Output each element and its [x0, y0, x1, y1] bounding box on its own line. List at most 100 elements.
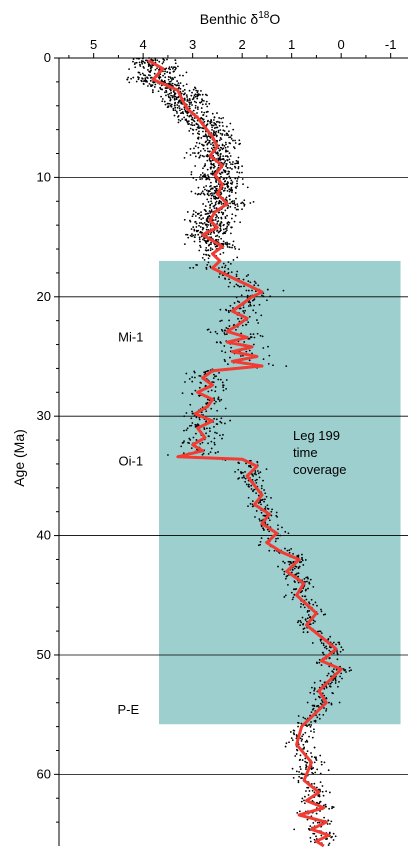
data-point — [209, 166, 212, 169]
data-point — [308, 582, 311, 585]
data-point — [209, 192, 212, 195]
data-point — [248, 349, 251, 352]
data-point — [300, 800, 303, 803]
data-point — [201, 127, 203, 129]
data-point — [205, 100, 208, 103]
data-point — [260, 314, 263, 317]
data-point — [305, 764, 308, 766]
data-point — [206, 198, 209, 201]
data-point — [245, 289, 248, 292]
data-point — [233, 246, 236, 248]
data-point — [196, 106, 199, 109]
data-point — [207, 176, 210, 179]
data-point — [229, 142, 232, 145]
data-point — [179, 109, 181, 112]
data-point — [217, 267, 220, 269]
data-point — [313, 782, 316, 785]
data-point — [191, 410, 194, 413]
data-point — [245, 350, 248, 353]
x-tick-label: 5 — [90, 37, 97, 52]
data-point — [199, 246, 202, 249]
data-point — [228, 190, 231, 193]
data-point — [204, 141, 207, 144]
data-point — [197, 125, 200, 127]
data-point — [339, 675, 341, 678]
data-point — [232, 161, 234, 163]
data-point — [226, 245, 229, 248]
data-point — [190, 447, 193, 450]
data-point — [241, 208, 243, 211]
data-point — [265, 468, 268, 471]
data-point — [327, 819, 330, 822]
data-point — [314, 771, 317, 774]
data-point — [185, 94, 188, 97]
data-point — [215, 120, 218, 123]
data-point — [240, 202, 243, 205]
data-point — [194, 432, 197, 435]
data-point — [166, 71, 169, 73]
data-point — [248, 359, 251, 362]
data-point — [315, 759, 318, 762]
data-point — [235, 208, 238, 211]
data-point — [262, 358, 265, 361]
data-point — [268, 549, 271, 552]
data-point — [220, 217, 223, 220]
data-point — [194, 165, 197, 167]
data-point — [297, 715, 300, 717]
data-point — [311, 736, 314, 739]
data-point — [146, 76, 148, 79]
data-point — [262, 514, 265, 517]
data-point — [206, 143, 209, 146]
data-point — [318, 713, 321, 716]
data-point — [203, 193, 206, 196]
data-point — [210, 209, 213, 211]
data-point — [149, 79, 152, 82]
data-point — [219, 378, 222, 381]
data-point — [334, 679, 337, 682]
data-point — [303, 627, 306, 630]
data-point — [222, 232, 224, 235]
data-point — [297, 779, 300, 782]
y-tick-label: 40 — [37, 528, 51, 543]
data-point — [180, 445, 183, 448]
data-point — [177, 101, 180, 104]
data-point — [206, 239, 209, 242]
data-point — [298, 775, 301, 778]
data-point — [198, 130, 200, 133]
data-point — [205, 178, 208, 181]
data-point — [194, 234, 197, 236]
data-point — [312, 822, 315, 824]
data-point — [241, 476, 244, 479]
data-point — [292, 552, 294, 555]
data-point — [164, 87, 167, 89]
data-point — [336, 650, 338, 653]
data-point — [198, 374, 201, 377]
data-point — [319, 702, 322, 705]
data-point — [293, 593, 296, 596]
data-point — [310, 730, 312, 733]
data-point — [221, 121, 224, 124]
data-point — [310, 686, 313, 689]
data-point — [242, 475, 245, 477]
data-point — [187, 236, 190, 239]
data-point — [204, 163, 207, 165]
data-point — [295, 587, 298, 590]
data-point — [195, 141, 198, 144]
data-point — [229, 304, 232, 307]
data-point — [228, 311, 230, 314]
data-point — [222, 178, 225, 181]
data-point — [307, 794, 310, 796]
data-point — [310, 721, 312, 723]
data-point — [210, 447, 213, 450]
data-point — [243, 203, 246, 206]
data-point — [211, 381, 214, 383]
data-point — [247, 280, 250, 283]
data-point — [217, 231, 220, 234]
data-point — [205, 266, 208, 269]
data-point — [303, 606, 306, 609]
data-point — [196, 89, 199, 92]
data-point — [198, 142, 201, 145]
data-point — [285, 575, 288, 578]
data-point — [141, 72, 144, 75]
data-point — [316, 716, 319, 719]
